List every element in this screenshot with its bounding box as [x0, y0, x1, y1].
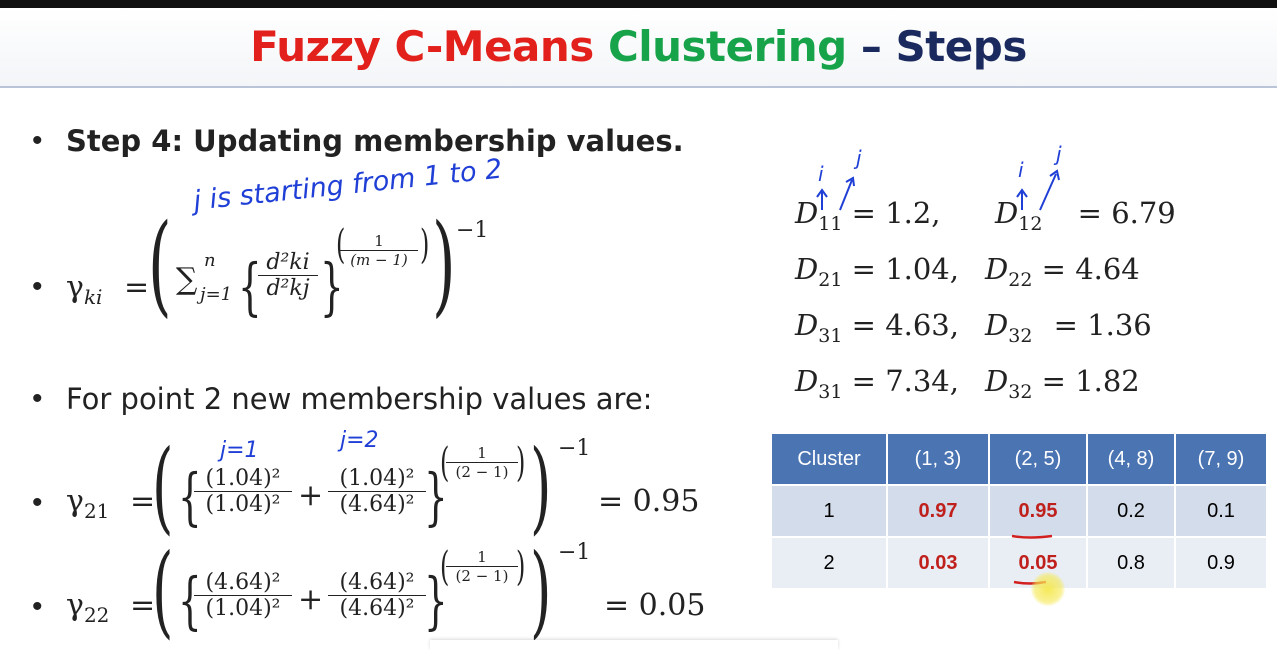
table-cell: 0.1	[1175, 484, 1266, 537]
exp-left-paren: (	[440, 544, 450, 590]
distance-row: D11 = 1.2,	[795, 196, 941, 235]
sum-lower: j=1	[200, 284, 233, 305]
title-part-2: Clustering	[607, 22, 847, 71]
right-brace: }	[424, 564, 448, 637]
left-brace: {	[178, 460, 202, 533]
table-cell: 0.97	[887, 484, 990, 537]
table-cell: 0.03	[887, 536, 990, 588]
title-part-3: Steps	[895, 22, 1027, 71]
cursor-highlight	[1031, 572, 1065, 606]
membership-table: Cluster (1, 3) (2, 5) (4, 8) (7, 9) 1 0.…	[772, 434, 1266, 588]
distance-row: D21 = 1.04,	[795, 252, 959, 291]
distance-row: D22 = 4.64	[985, 252, 1140, 291]
right-brace: }	[320, 250, 344, 323]
g21-exponent: 1 (2 − 1)	[446, 444, 518, 481]
distance-row: D31 = 4.63,	[795, 308, 959, 347]
bullet-dot: •	[32, 486, 43, 519]
plus-sign: +	[298, 478, 324, 513]
table-cell: 0.8	[1087, 536, 1176, 588]
exponent-fraction: 1 (m − 1)	[340, 232, 418, 269]
column-header: (7, 9)	[1175, 434, 1266, 485]
bullet-dot: •	[32, 270, 43, 303]
g22-fraction-1: (4.64)² (1.04)²	[194, 570, 292, 621]
equals-sign: =	[130, 588, 156, 623]
distance-row: D12 = 6.79	[995, 196, 1176, 235]
g21-fraction-1: (1.04)² (1.04)²	[194, 466, 292, 517]
g22-exponent: 1 (2 − 1)	[446, 548, 518, 585]
handwritten-j2: j=2	[340, 428, 379, 453]
table-header-row: Cluster (1, 3) (2, 5) (4, 8) (7, 9)	[772, 434, 1266, 485]
title-part-1: Fuzzy C-Means	[250, 22, 594, 71]
outer-exponent: −1	[456, 218, 489, 243]
gamma21-result: = 0.95	[598, 484, 700, 519]
title-bar: Fuzzy C-Means Clustering – Steps	[0, 8, 1277, 88]
distance-fraction: d²ki d²kj	[258, 250, 318, 301]
table-row: 2 0.03 0.05 0.8 0.9	[772, 536, 1266, 588]
right-paren: )	[530, 532, 552, 649]
distance-row: D32 = 1.82	[985, 364, 1140, 403]
outer-exponent: −1	[558, 436, 591, 461]
right-paren: )	[530, 428, 552, 545]
handwritten-i: i	[818, 162, 824, 186]
gamma-symbol: γki	[66, 270, 103, 309]
table-cell: 0.95	[989, 484, 1088, 537]
exp-right-paren: )	[516, 440, 526, 486]
left-paren: (	[148, 200, 172, 328]
column-header: (2, 5)	[989, 434, 1088, 485]
table-cell: 0.9	[1175, 536, 1266, 588]
left-paren: (	[152, 532, 174, 649]
title-dash: –	[860, 22, 882, 71]
right-brace: }	[424, 460, 448, 533]
bullet-dot: •	[32, 590, 43, 623]
left-brace: {	[238, 250, 262, 323]
gamma22-result: = 0.05	[604, 588, 706, 623]
table-cell: 0.2	[1087, 484, 1176, 537]
sum-symbol: ∑	[176, 262, 198, 297]
handwritten-note-j-range: j is starting from 1 to 2	[192, 153, 504, 217]
g22-fraction-2: (4.64)² (4.64)²	[328, 570, 426, 621]
right-paren: )	[432, 200, 456, 328]
exp-left-paren: (	[440, 440, 450, 486]
g21-fraction-2: (1.04)² (4.64)²	[328, 466, 426, 517]
gamma22-label: γ22	[66, 588, 110, 627]
exp-left-paren: (	[336, 222, 346, 268]
table-cell: 2	[772, 536, 888, 588]
handwritten-index-arrows	[816, 169, 1060, 211]
sum-upper: n	[204, 250, 216, 271]
handwritten-i: i	[1018, 158, 1024, 182]
slide-title: Fuzzy C-Means Clustering – Steps	[0, 8, 1277, 86]
column-header: (1, 3)	[887, 434, 990, 485]
gamma21-label: γ21	[66, 484, 110, 523]
outer-exponent: −1	[558, 540, 591, 565]
handwritten-j: j	[1056, 142, 1062, 166]
equals-sign: =	[130, 484, 156, 519]
table-cell: 1	[772, 484, 888, 537]
handwritten-j1: j=1	[220, 438, 259, 463]
handwritten-j: j	[856, 146, 862, 170]
left-brace: {	[178, 564, 202, 637]
distance-row: D32 = 1.36	[985, 308, 1152, 347]
column-header: (4, 8)	[1087, 434, 1176, 485]
bottom-overlay	[430, 640, 838, 650]
video-top-bar	[0, 0, 1277, 8]
exp-right-paren: )	[516, 544, 526, 590]
left-paren: (	[152, 428, 174, 545]
distance-row: D31 = 7.34,	[795, 364, 959, 403]
table-row: 1 0.97 0.95 0.2 0.1	[772, 484, 1266, 537]
plus-sign: +	[298, 582, 324, 617]
bullet-dot: •	[32, 124, 43, 157]
bullet-dot: •	[32, 382, 43, 415]
point2-heading: For point 2 new membership values are:	[66, 382, 653, 416]
equals-sign: =	[124, 270, 150, 305]
column-header: Cluster	[772, 434, 888, 485]
exp-right-paren: )	[420, 222, 430, 268]
step4-heading: Step 4: Updating membership values.	[66, 124, 684, 158]
